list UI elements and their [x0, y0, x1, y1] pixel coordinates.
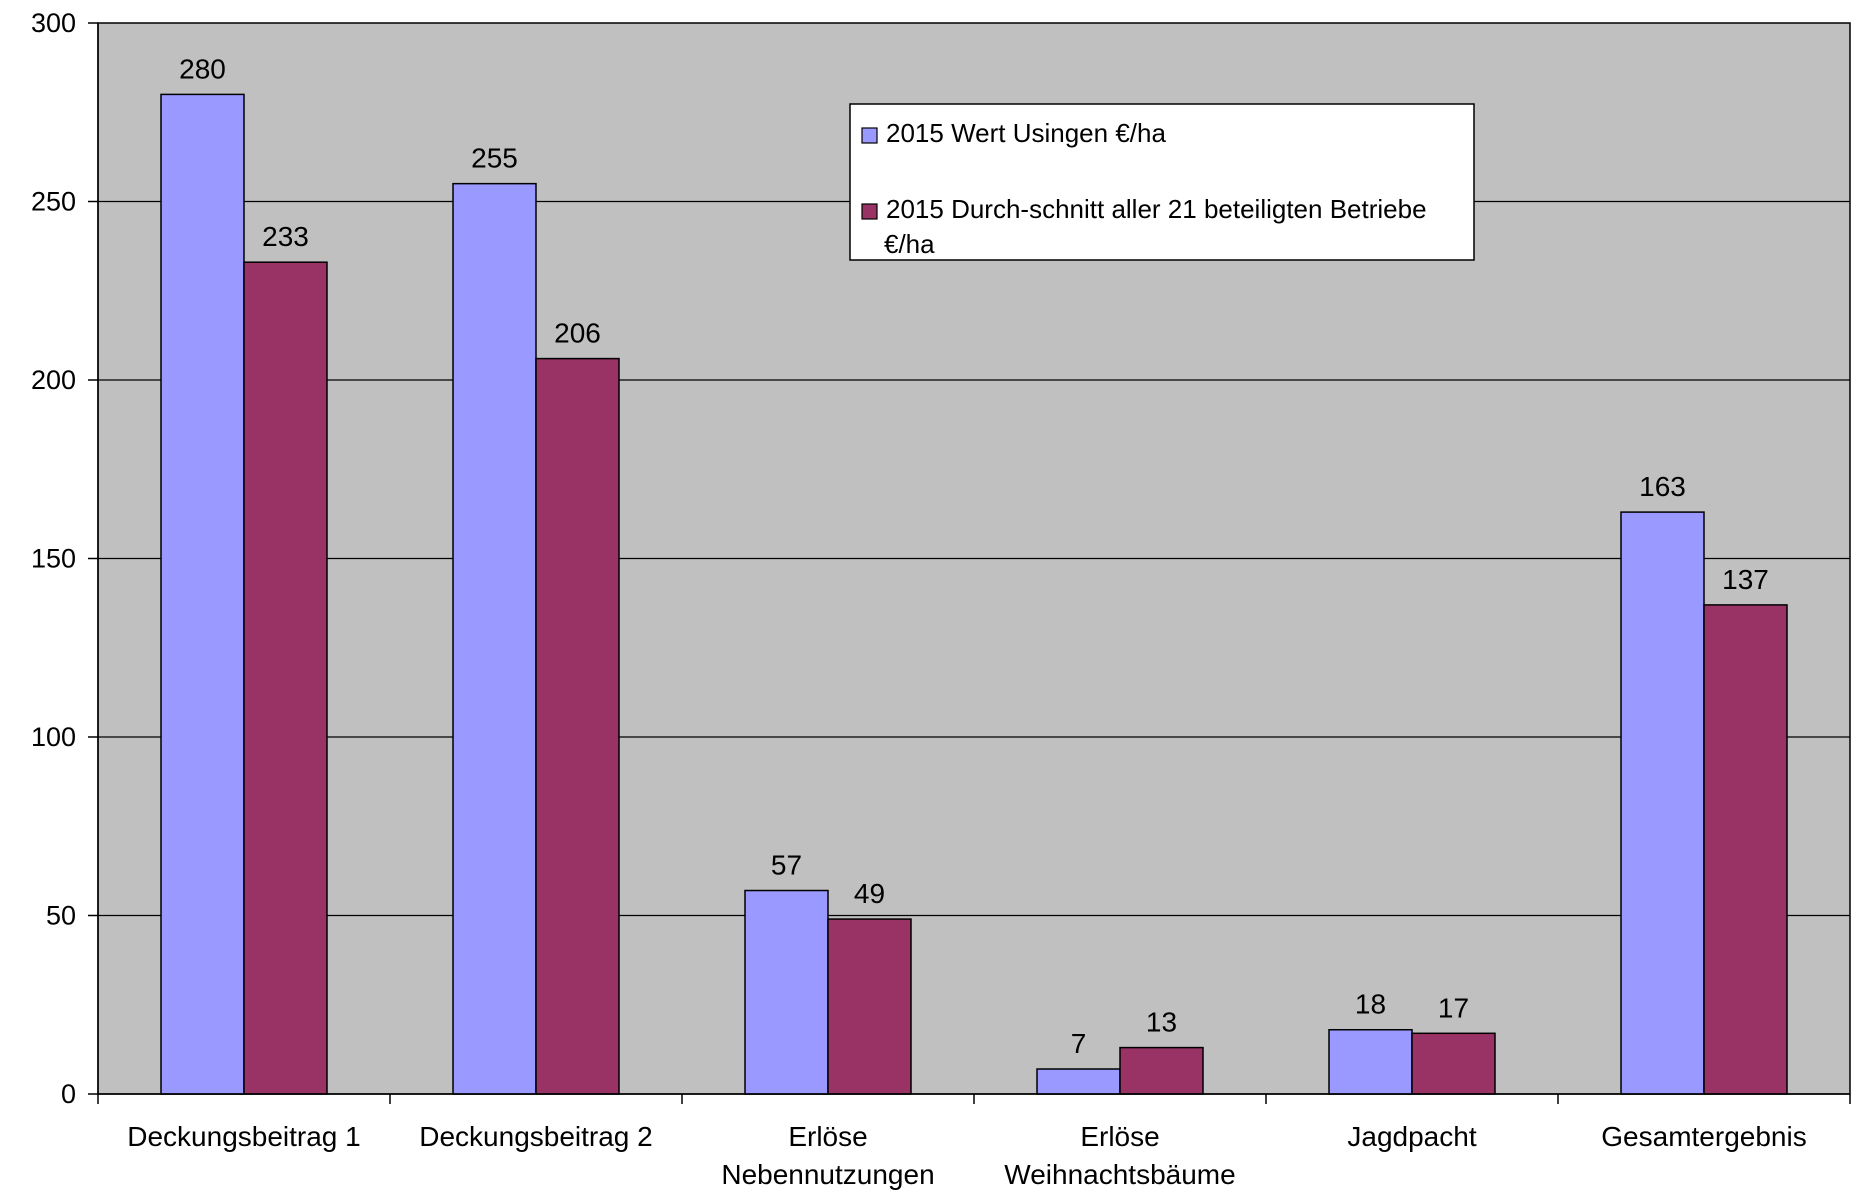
data-label: 49 [854, 878, 885, 909]
legend-box [849, 103, 1475, 261]
x-tick-label: Gesamtergebnis [1601, 1121, 1806, 1152]
data-label: 18 [1355, 989, 1386, 1020]
legend-swatch-series1 [861, 127, 878, 144]
bar-series1-0 [160, 93, 245, 1095]
bar-series2-2 [827, 918, 912, 1095]
data-label: 57 [771, 850, 802, 881]
data-label: 137 [1722, 564, 1769, 595]
bar-series1-5 [1620, 511, 1705, 1095]
x-tick-label: Weihnachtsbäume [1004, 1159, 1235, 1190]
data-label: 163 [1639, 471, 1686, 502]
bar-series2-3 [1119, 1046, 1204, 1095]
x-tick-label: Deckungsbeitrag 2 [419, 1121, 652, 1152]
bars [160, 93, 1788, 1095]
legend-label: 2015 Wert Usingen €/ha [886, 118, 1166, 148]
data-label: 280 [179, 53, 226, 84]
x-tick-label: Jagdpacht [1347, 1121, 1476, 1152]
legend: 2015 Wert Usingen €/ha 2015 Durch-schnitt… [849, 103, 1475, 261]
bar-series1-4 [1328, 1028, 1413, 1095]
y-tick-label: 50 [46, 901, 76, 931]
data-label: 233 [262, 221, 309, 252]
bar-series2-0 [243, 261, 328, 1095]
y-tick-label: 0 [61, 1079, 76, 1109]
y-tick-label: 150 [31, 544, 76, 574]
x-tick-label: Erlöse [1080, 1121, 1159, 1152]
bar-series1-3 [1036, 1068, 1121, 1095]
x-tick-label: Nebennutzungen [721, 1159, 934, 1190]
legend-label: €/ha [884, 229, 935, 259]
data-label: 13 [1146, 1007, 1177, 1038]
legend-label: 2015 Durch-schnitt aller 21 beteiligten … [886, 194, 1427, 224]
x-tick-label: Deckungsbeitrag 1 [127, 1121, 360, 1152]
data-label: 206 [554, 318, 601, 349]
axes: 0 50 100 150 200 250 300 Deckungsbeitrag 1 Decku… [31, 8, 1851, 1190]
data-label: 7 [1071, 1028, 1087, 1059]
data-label: 255 [471, 143, 518, 174]
bar-series1-1 [452, 182, 537, 1095]
legend-swatch-series2 [861, 203, 878, 220]
y-tick-label: 300 [31, 8, 76, 38]
bar-series2-5 [1703, 604, 1788, 1095]
y-tick-label: 100 [31, 722, 76, 752]
data-label: 17 [1438, 992, 1469, 1023]
bar-series2-4 [1411, 1032, 1496, 1095]
y-tick-label: 200 [31, 365, 76, 395]
bar-series2-1 [535, 357, 620, 1095]
y-tick-label: 250 [31, 187, 76, 217]
data-labels: 280 233 255 206 57 49 7 13 18 17 163 137 [179, 53, 1769, 1059]
x-tick-label: Erlöse [788, 1121, 867, 1152]
bar-series1-2 [744, 889, 829, 1095]
